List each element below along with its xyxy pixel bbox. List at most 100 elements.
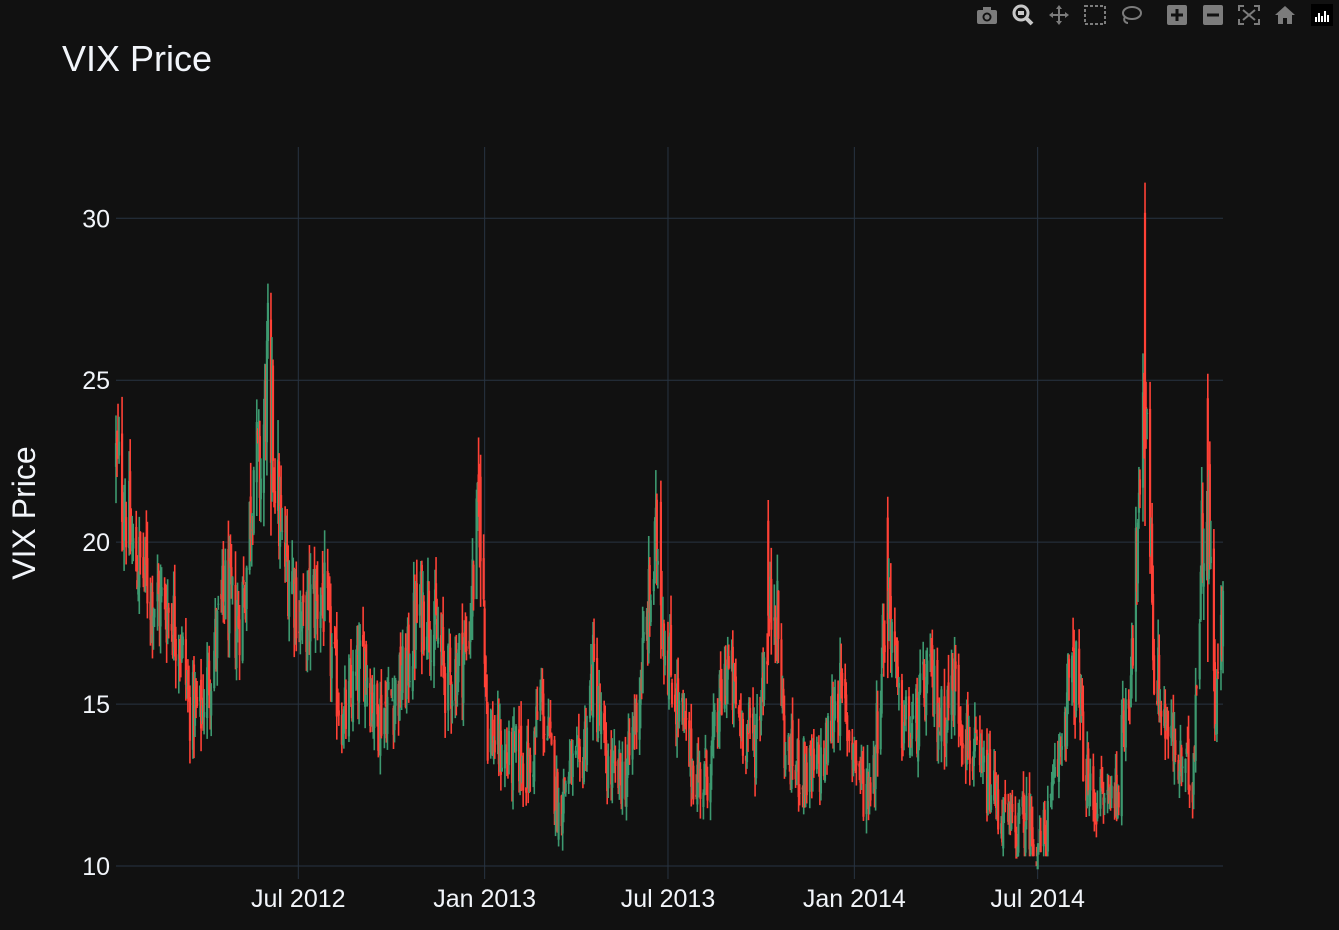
candle-body xyxy=(660,597,664,637)
candle-body xyxy=(649,600,652,623)
candle-body xyxy=(540,694,543,696)
candle-body xyxy=(1153,655,1156,694)
pan-icon[interactable] xyxy=(1041,2,1077,28)
candle-body xyxy=(774,617,777,638)
candle-body xyxy=(957,664,960,724)
candle-body xyxy=(760,705,763,721)
candle-body xyxy=(1129,675,1132,708)
candle-body xyxy=(1051,780,1054,786)
candle-body xyxy=(888,588,891,601)
candle-body xyxy=(973,727,976,752)
candle-body xyxy=(130,535,133,541)
candle-body xyxy=(554,811,557,822)
candle-body xyxy=(908,740,912,756)
candle-body xyxy=(541,691,544,693)
candle-body xyxy=(549,721,552,729)
x-tick-label: Jul 2012 xyxy=(251,885,346,913)
candle-body xyxy=(582,747,586,782)
zoom-in-icon[interactable] xyxy=(1159,2,1195,28)
candle-body xyxy=(711,736,714,745)
candle-body xyxy=(931,645,934,676)
candle-body xyxy=(444,673,447,714)
candle-body xyxy=(642,632,645,641)
candle-body xyxy=(235,631,238,668)
candle-body xyxy=(876,711,879,754)
candle-body xyxy=(470,615,473,622)
candle-body xyxy=(366,677,369,688)
candle-body xyxy=(114,443,118,467)
candle-body xyxy=(371,692,374,721)
candle-body xyxy=(861,758,864,770)
candle-body xyxy=(120,433,124,522)
candle-body xyxy=(1167,726,1170,737)
candle-body xyxy=(655,499,658,562)
candle-body xyxy=(546,738,549,740)
candle-body xyxy=(782,688,785,709)
reset-axes-icon[interactable] xyxy=(1267,2,1303,28)
candle-body xyxy=(436,637,440,644)
candle-body xyxy=(210,691,213,716)
candle-body xyxy=(185,683,188,688)
candle-body xyxy=(1122,710,1125,733)
candle-body xyxy=(533,731,536,782)
candle-body xyxy=(164,592,167,620)
candle-body xyxy=(328,599,331,603)
candle-body xyxy=(463,637,466,654)
candle-body xyxy=(1178,770,1181,784)
candle-body xyxy=(770,578,773,630)
candle-body xyxy=(1177,759,1180,780)
candle-body xyxy=(435,618,439,639)
candle-body xyxy=(866,769,869,780)
candle-body xyxy=(188,697,192,741)
candle-body xyxy=(450,681,453,709)
candle-body xyxy=(653,521,656,584)
candle-body xyxy=(1022,792,1025,819)
candle-body xyxy=(177,654,180,667)
candle-body xyxy=(357,650,361,703)
candle-body xyxy=(874,746,877,790)
candle-body xyxy=(387,682,390,690)
zoom-icon[interactable] xyxy=(1005,2,1041,28)
candle-body xyxy=(1029,806,1032,855)
candle-body xyxy=(485,674,488,702)
candle-body xyxy=(522,763,525,791)
candle-body xyxy=(662,623,666,660)
lasso-select-icon[interactable] xyxy=(1113,2,1149,28)
candle-body xyxy=(135,527,138,571)
candle-body xyxy=(1143,212,1147,423)
camera-icon[interactable] xyxy=(969,2,1005,28)
candle-body xyxy=(550,733,553,745)
candle-body xyxy=(528,756,531,793)
candle-body xyxy=(638,699,641,740)
autoscale-icon[interactable] xyxy=(1231,2,1267,28)
candle-body xyxy=(1088,794,1091,797)
candle-body xyxy=(241,581,244,661)
candle-body xyxy=(1030,809,1033,831)
candle-body xyxy=(1031,827,1034,847)
candle-body xyxy=(635,702,638,733)
plotly-logo[interactable] xyxy=(1311,4,1333,26)
candle-body xyxy=(968,740,971,764)
candle-body xyxy=(222,565,225,602)
candle-body xyxy=(320,594,323,607)
candle-body xyxy=(564,783,567,793)
candle-body xyxy=(685,718,688,720)
candle-body xyxy=(535,706,538,738)
candle-body xyxy=(184,639,187,685)
candle-body xyxy=(249,496,252,540)
candle-body xyxy=(1014,815,1017,833)
candle-body xyxy=(741,718,745,756)
candle-body xyxy=(982,755,986,763)
candle-body xyxy=(1052,781,1055,783)
candle-body xyxy=(178,649,181,659)
candle-body xyxy=(365,644,368,681)
candle-body xyxy=(1198,623,1201,680)
candle-body xyxy=(483,608,486,664)
candle-body xyxy=(839,662,842,736)
candle-body xyxy=(568,760,571,783)
box-select-icon[interactable] xyxy=(1077,2,1113,28)
candle-body xyxy=(918,691,921,747)
zoom-out-icon[interactable] xyxy=(1195,2,1231,28)
